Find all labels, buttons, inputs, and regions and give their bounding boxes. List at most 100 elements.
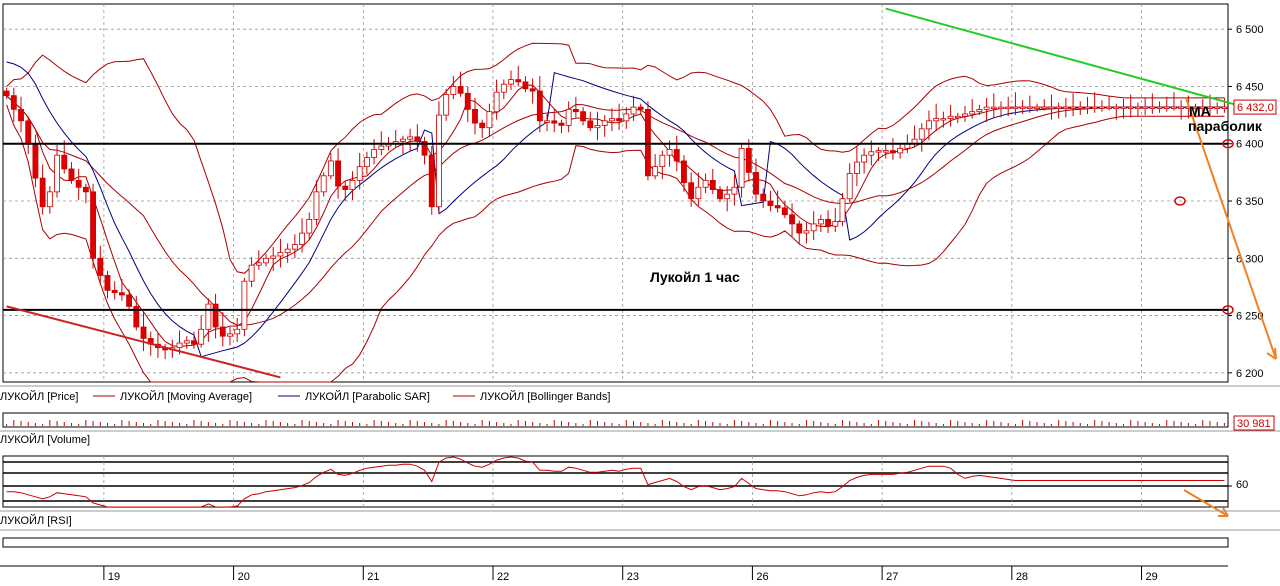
candle-body [681,160,687,184]
candle-body [18,108,24,122]
candle-body [522,81,529,90]
candle-body [191,340,197,345]
candle-body [90,191,96,259]
candle-body [378,145,385,150]
candle-body [291,244,298,250]
candle-body [1098,106,1105,109]
candle-body [1091,106,1098,109]
candle-body [46,191,53,208]
candle-body [1055,106,1062,109]
candle-body [1077,106,1084,109]
last-price-box [1233,99,1277,115]
level-marker [1222,138,1234,149]
rsi-arrow-shaft [1183,489,1229,517]
candle-body [724,193,731,200]
candle-body [227,333,233,337]
time-label: 22 [497,571,509,583]
candle-body [61,154,68,170]
candle-body [500,83,507,93]
candle-body [565,108,572,126]
candles [3,65,1228,360]
candle-body [407,136,414,140]
candle-body [32,143,39,179]
candle-body [457,86,464,94]
candle-body [515,79,522,83]
candle-body [363,157,370,168]
candle-body [947,115,954,119]
candle-body [832,221,839,227]
candle-body [1041,106,1048,109]
candle-body [868,151,875,156]
time-label: 20 [238,571,250,583]
candle-body [306,218,313,234]
candle-body [1048,106,1055,109]
candle-body [853,161,860,174]
candle-body [1156,106,1163,109]
time-label: 28 [1016,571,1028,583]
candle-body [486,111,493,129]
candle-body [219,326,226,337]
candle-body [969,111,976,115]
time-label: 23 [627,571,639,583]
candle-body [990,106,997,109]
candle-body [176,342,183,349]
candle-body [637,106,644,110]
candle-body [673,149,680,162]
candle-body [54,154,60,193]
price-tick-label: 6 200 [1236,368,1264,380]
candle-body [1062,106,1069,109]
price-panel-frame [2,3,1229,383]
candle-body [277,252,284,257]
candle-body [400,138,406,142]
candle-body [623,113,630,122]
parabolic-annotation: параболик [1188,118,1263,134]
candle-body [371,149,378,158]
candle-body [205,303,212,330]
candle-body [645,108,651,177]
candle-body [738,147,745,188]
candle-body [299,232,305,245]
candle-body [998,106,1004,109]
level-markers [1174,138,1234,315]
candle-body [126,294,133,307]
candle-body [1019,106,1026,109]
candle-body [709,179,716,190]
candle-body [890,150,896,154]
candle-body [817,218,824,225]
candle-body [529,88,536,92]
candle-body [580,111,586,122]
price-tick-label: 6 250 [1236,311,1264,323]
candle-body [414,136,421,142]
volume-bars [6,420,1225,426]
candle-body [1149,106,1156,109]
navigator-panel[interactable] [2,537,1229,548]
forecast-arrow-head [1266,348,1277,360]
time-label: 26 [756,571,768,583]
candle-body [450,86,457,95]
candle-body [248,264,255,282]
support-levels [3,142,1228,311]
rsi-forecast-arrow [1183,489,1229,517]
candle-body [789,214,795,225]
legend-item-bollinger: ЛУКОЙЛ [Bollinger Bands] [480,390,610,403]
last-price-label: 6 432,0 [1237,102,1274,114]
candle-body [263,257,269,264]
candle-body [630,106,637,115]
candle-body [918,128,925,140]
candle-body [954,115,961,119]
candle-body [897,147,904,154]
candle-body [940,118,947,121]
candle-body [688,182,695,200]
candle-body [1026,106,1033,109]
forecast-arrow [1185,97,1277,360]
candle-body [356,166,363,181]
candle-body [882,150,889,153]
candle-body [717,189,723,200]
candle-body [962,113,968,117]
candle-body [731,186,738,195]
trendline [6,305,281,379]
rsi-arrow-head [1218,507,1229,517]
candle-body [320,175,327,193]
ma-annotation: MA [1189,103,1211,119]
